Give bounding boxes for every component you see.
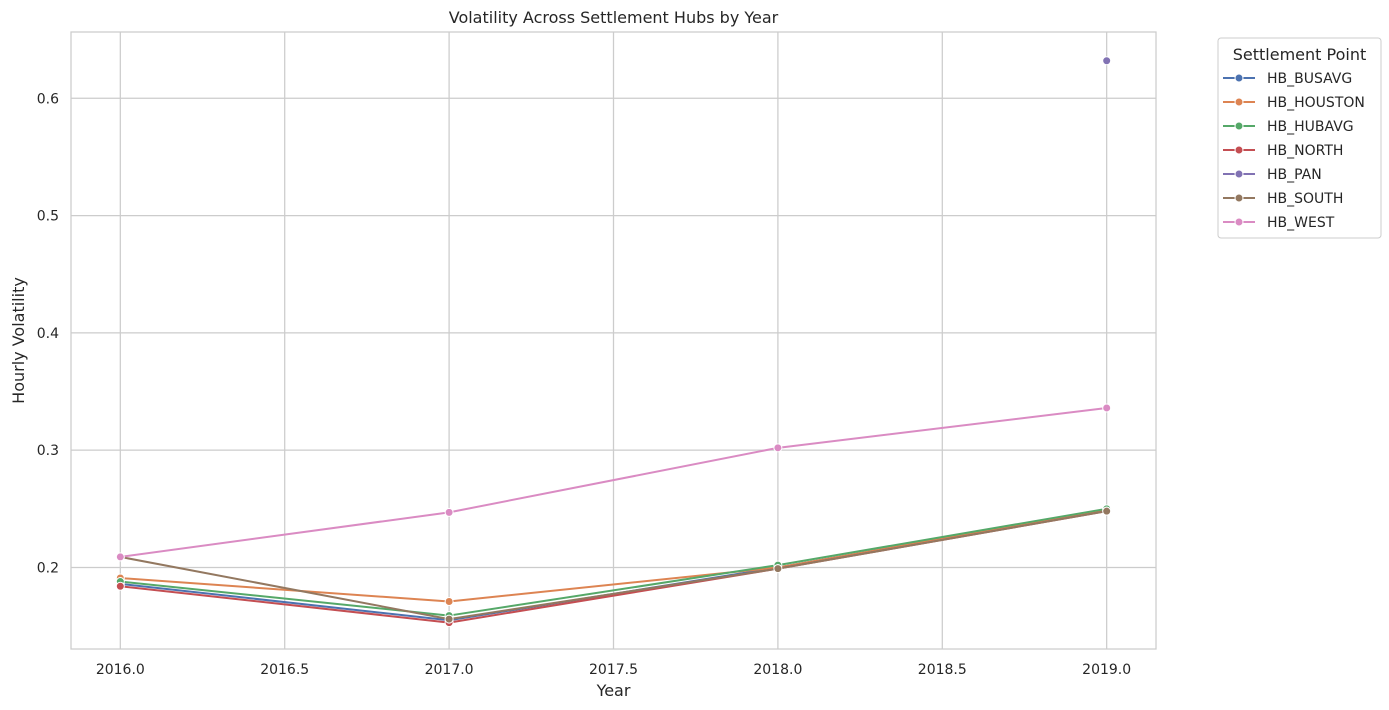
data-point <box>444 614 454 624</box>
legend-label: HB_BUSAVG <box>1267 71 1352 87</box>
series-group <box>115 56 1112 628</box>
legend-swatch-marker <box>1234 169 1244 179</box>
legend-swatch-marker <box>1234 121 1244 131</box>
x-tick-label: 2018.0 <box>753 662 802 678</box>
data-point <box>1102 506 1112 516</box>
x-tick-label: 2019.0 <box>1082 662 1131 678</box>
data-point <box>1102 403 1112 413</box>
legend-swatch-marker <box>1234 193 1244 203</box>
legend-label: HB_HOUSTON <box>1267 95 1365 111</box>
y-tick-label: 0.3 <box>37 443 59 459</box>
series-line <box>120 406 1107 558</box>
series-hb-west <box>115 403 1112 562</box>
x-tick-label: 2016.5 <box>260 662 309 678</box>
legend: Settlement Point HB_BUSAVG HB_HOUSTON HB_H… <box>1217 37 1382 239</box>
legend-item: HB_HOUSTON <box>1223 95 1365 111</box>
y-axis-label: Hourly Volatility <box>9 277 28 404</box>
data-point <box>1102 56 1112 66</box>
legend-swatch-marker <box>1234 217 1244 227</box>
plot-area-frame <box>70 31 1157 650</box>
series-line <box>120 510 1107 621</box>
legend-item: HB_PAN <box>1223 167 1322 183</box>
legend-swatch-marker <box>1234 73 1244 83</box>
data-point <box>115 581 125 591</box>
legend-label: HB_WEST <box>1267 215 1335 231</box>
legend-label: HB_SOUTH <box>1267 191 1343 207</box>
legend-item: HB_HUBAVG <box>1223 119 1354 135</box>
data-point <box>773 564 783 574</box>
y-tick-label: 0.6 <box>37 91 59 107</box>
legend-title: Settlement Point <box>1233 45 1367 64</box>
legend-item: HB_SOUTH <box>1223 191 1343 207</box>
legend-items: HB_BUSAVG HB_HOUSTON HB_HUBAVG HB_NORTH HB_P… <box>1223 71 1365 231</box>
data-point <box>444 507 454 517</box>
series-line <box>120 507 1107 617</box>
x-tick-label: 2016.0 <box>96 662 145 678</box>
chart-title: Volatility Across Settlement Hubs by Yea… <box>449 8 779 27</box>
y-tick-label: 0.4 <box>37 326 59 342</box>
y-axis-ticks: 0.2 0.3 0.4 0.5 0.6 <box>37 91 59 576</box>
x-tick-label: 2018.5 <box>918 662 967 678</box>
legend-label: HB_PAN <box>1267 167 1322 183</box>
legend-swatch-marker <box>1234 145 1244 155</box>
grid <box>71 32 1156 649</box>
y-tick-label: 0.2 <box>37 560 59 576</box>
data-point <box>773 443 783 453</box>
data-point <box>444 596 454 606</box>
series-hb-pan <box>1102 56 1112 66</box>
x-tick-label: 2017.5 <box>589 662 638 678</box>
legend-item: HB_NORTH <box>1223 143 1343 159</box>
x-tick-label: 2017.0 <box>425 662 474 678</box>
data-point <box>115 552 125 562</box>
legend-label: HB_NORTH <box>1267 143 1343 159</box>
x-axis-ticks: 2016.0 2016.5 2017.0 2017.5 2018.0 2018.5 2019… <box>96 662 1131 678</box>
legend-label: HB_HUBAVG <box>1267 119 1354 135</box>
legend-item: HB_WEST <box>1223 215 1335 231</box>
y-tick-label: 0.5 <box>37 209 59 225</box>
legend-item: HB_BUSAVG <box>1223 71 1352 87</box>
x-axis-label: Year <box>596 681 631 700</box>
legend-swatch-marker <box>1234 97 1244 107</box>
legend-box <box>1217 37 1382 239</box>
series-line <box>120 509 1107 603</box>
